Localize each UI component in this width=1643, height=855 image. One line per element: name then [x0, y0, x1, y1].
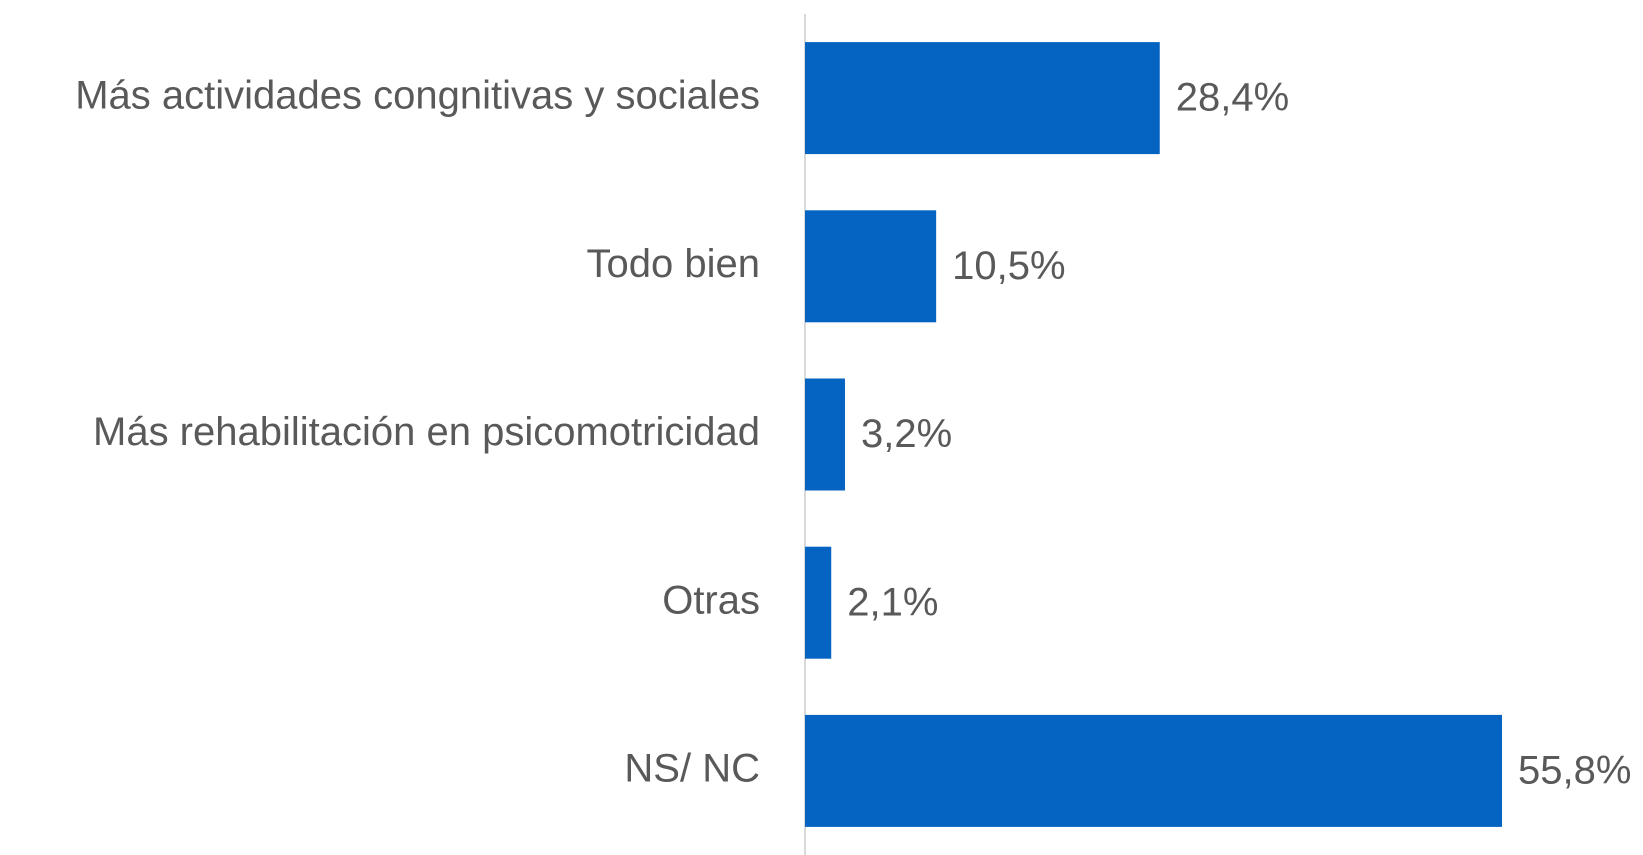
data-label: 2,1% — [847, 580, 938, 624]
data-label: 10,5% — [952, 244, 1065, 288]
data-label: 28,4% — [1176, 76, 1289, 120]
bar — [805, 714, 1502, 827]
data-label: 55,8% — [1518, 748, 1631, 792]
bar — [805, 378, 845, 491]
y-tick-label: Más rehabilitación en psicomotricidad — [93, 410, 760, 454]
bar — [805, 42, 1160, 155]
bar — [805, 546, 832, 659]
data-label: 3,2% — [861, 412, 952, 456]
y-tick-label: Todo bien — [587, 242, 760, 286]
bar — [805, 210, 937, 323]
y-tick-label: Otras — [662, 578, 760, 622]
y-tick-label: Más actividades congnitivas y sociales — [75, 74, 760, 118]
y-tick-label: NS/ NC — [624, 746, 760, 790]
